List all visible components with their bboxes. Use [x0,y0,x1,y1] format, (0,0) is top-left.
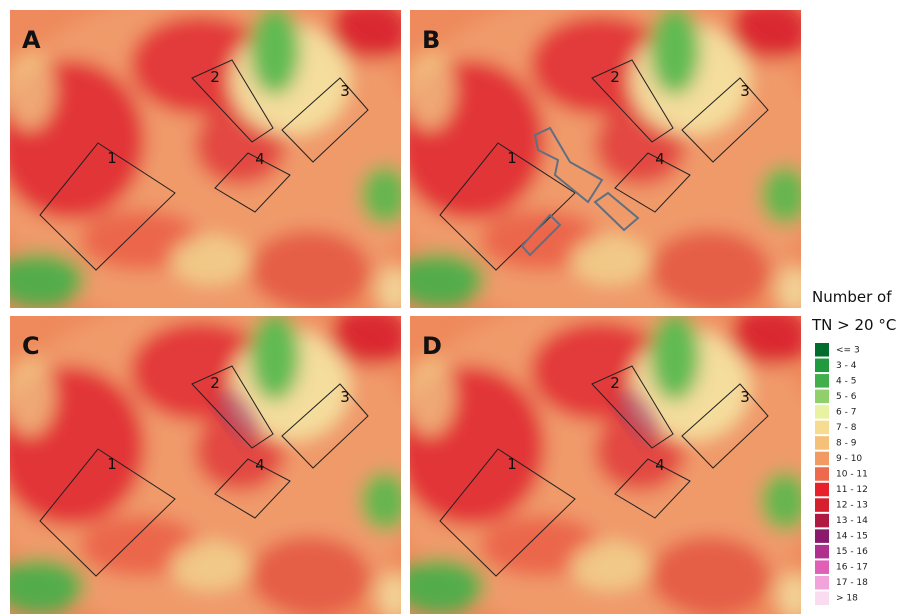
heat-blob [330,0,410,60]
map-panel: 1 2 3 4 B [385,0,825,330]
heat-blob [360,165,410,225]
legend-swatch [815,529,829,543]
heat-blob [375,265,415,315]
legend-label: <= 3 [836,345,860,355]
legend-swatch [815,359,829,373]
heat-blob [405,356,455,436]
zone-label: 2 [610,68,620,86]
heat-blob [5,50,55,130]
zone-label: 1 [107,149,117,167]
heat-layer [385,0,825,330]
heat-blob [250,536,370,616]
zone-label: 3 [740,388,750,406]
legend-swatch [815,560,829,574]
legend-label: 10 - 11 [836,470,868,480]
heat-blob [5,356,55,436]
heat-blob [395,252,485,308]
legend-label: 16 - 17 [836,563,868,573]
map-image [0,296,425,616]
legend-swatch [815,405,829,419]
heat-blob [730,0,810,60]
heat-blob [250,5,300,95]
legend-label: 13 - 14 [836,516,868,526]
heat-layer [0,296,425,616]
zone-label: 2 [210,68,220,86]
legend-label: 15 - 16 [836,547,868,557]
legend-title: TN > 20 °C [811,316,896,334]
panel-letter: A [22,26,41,54]
legend-label: > 18 [836,594,858,604]
heat-blob [360,471,410,531]
heat-blob [650,230,770,310]
legend-label: 8 - 9 [836,438,857,448]
map-image [385,296,825,616]
legend-swatch [815,452,829,466]
legend-label: 17 - 18 [836,578,868,588]
zone-label: 1 [507,455,517,473]
legend-swatch [815,436,829,450]
heat-blob [775,265,815,315]
legend-title: Number of [812,288,892,306]
legend-swatch [815,545,829,559]
heat-blob [395,558,485,614]
legend-swatch [815,421,829,435]
panel-letter: B [422,26,440,54]
map-panel: 1 2 3 4 D [385,296,825,616]
figure: Number of TN > 20 °C 1 2 3 4 A 1 2 3 4 B 1 2 3 4 C 1 2 3 4… [0,0,899,616]
heat-blob [650,536,770,616]
legend-swatch [815,591,829,605]
legend-swatch [815,576,829,590]
zone-label: 4 [255,456,265,474]
heat-blob [570,235,650,285]
zone-label: 4 [655,150,665,168]
legend-swatch [815,514,829,528]
heat-blob [650,311,700,401]
legend-swatch [815,483,829,497]
zone-label: 4 [655,456,665,474]
heat-layer [0,0,425,330]
heat-blob [250,311,300,401]
zone-label: 1 [507,149,517,167]
zone-label: 3 [340,388,350,406]
legend-label: 12 - 13 [836,501,868,511]
zone-label: 2 [210,374,220,392]
map-image [385,0,825,330]
legend-label: 11 - 12 [836,485,868,495]
legend-swatch [815,374,829,388]
zone-label: 3 [340,82,350,100]
heat-blob [570,541,650,591]
legend-label: 9 - 10 [836,454,862,464]
heat-blob [760,165,810,225]
map-image [0,0,425,330]
heat-blob [405,50,455,130]
legend-label: 6 - 7 [836,407,856,417]
legend-label: 4 - 5 [836,376,856,386]
map-panel: 1 2 3 4 A [0,0,425,330]
map-panel: 1 2 3 4 C [0,296,425,616]
heat-blob [730,306,810,366]
panel-letter: D [422,332,442,360]
legend-swatch [815,467,829,481]
zone-label: 1 [107,455,117,473]
legend-label: 5 - 6 [836,392,857,402]
heat-blob [250,230,370,310]
heat-blob [170,235,250,285]
zone-label: 4 [255,150,265,168]
heat-blob [330,306,410,366]
legend-swatch [815,498,829,512]
zone-label: 2 [610,374,620,392]
heat-blob [760,471,810,531]
legend-swatch [815,390,829,404]
legend-label: 14 - 15 [836,532,868,542]
legend-swatch [815,343,829,357]
zone-label: 3 [740,82,750,100]
legend-label: 7 - 8 [836,423,857,433]
heat-blob [170,541,250,591]
heat-blob [650,5,700,95]
panel-letter: C [22,332,40,360]
legend-label: 3 - 4 [836,361,857,371]
